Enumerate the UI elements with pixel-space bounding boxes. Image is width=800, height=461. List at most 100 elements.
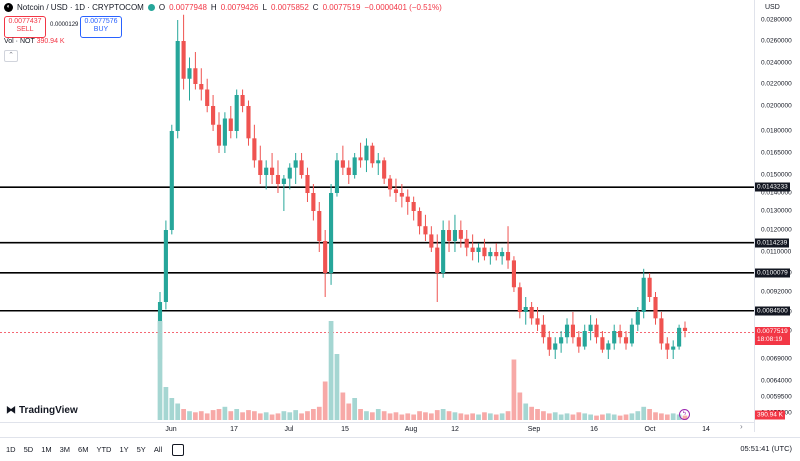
candle[interactable] [240, 95, 245, 106]
candle[interactable] [305, 175, 310, 193]
candle[interactable] [399, 193, 404, 197]
candle[interactable] [494, 252, 499, 257]
scroll-right-icon[interactable]: › [740, 422, 743, 431]
candle[interactable] [541, 324, 546, 338]
candle[interactable] [228, 118, 233, 132]
candle[interactable] [281, 178, 286, 184]
candle[interactable] [665, 343, 670, 350]
candle[interactable] [446, 230, 452, 241]
candle[interactable] [264, 167, 269, 175]
candle[interactable] [570, 324, 575, 338]
candle[interactable] [629, 324, 634, 344]
candlestick-chart[interactable] [0, 0, 754, 422]
candle[interactable] [169, 131, 174, 230]
candle[interactable] [653, 297, 658, 319]
candle[interactable] [187, 68, 192, 79]
candle[interactable] [270, 167, 275, 175]
candle[interactable] [299, 160, 304, 175]
candle[interactable] [323, 241, 328, 273]
collapse-legend-icon[interactable]: ⌃ [4, 50, 18, 62]
range-button-1y[interactable]: 1Y [119, 445, 129, 454]
candle[interactable] [682, 327, 688, 331]
candle[interactable] [411, 202, 416, 211]
candle[interactable] [488, 252, 493, 257]
candle[interactable] [317, 211, 322, 241]
candle[interactable] [511, 260, 516, 288]
candle[interactable] [429, 234, 434, 248]
candle[interactable] [618, 331, 623, 338]
candle[interactable] [246, 106, 251, 139]
candle[interactable] [553, 343, 558, 350]
candle[interactable] [382, 160, 387, 179]
candle[interactable] [547, 337, 552, 350]
range-button-6m[interactable]: 6M [78, 445, 89, 454]
range-button-5y[interactable]: 5Y [136, 445, 146, 454]
candle[interactable] [287, 167, 292, 179]
candle[interactable] [193, 68, 198, 84]
sell-button[interactable]: 0.0077437 SELL [4, 16, 46, 38]
candle[interactable] [500, 252, 505, 257]
candle[interactable] [464, 238, 469, 248]
candle[interactable] [641, 277, 646, 312]
candle[interactable] [470, 247, 475, 252]
candle[interactable] [329, 193, 334, 273]
candle[interactable] [417, 211, 422, 227]
candle[interactable] [199, 84, 204, 90]
candle[interactable] [393, 189, 399, 193]
candle[interactable] [588, 324, 593, 331]
candle[interactable] [216, 124, 222, 146]
calendar-icon[interactable] [172, 443, 185, 456]
candle[interactable] [275, 175, 281, 184]
candle[interactable] [482, 247, 487, 257]
volume-legend[interactable]: Vol · NOT 390.94 K [4, 38, 65, 45]
range-button-ytd[interactable]: YTD [96, 445, 112, 454]
candle[interactable] [606, 343, 611, 350]
candle[interactable] [405, 196, 410, 202]
candle[interactable] [387, 178, 393, 190]
candle[interactable] [476, 247, 481, 252]
candle[interactable] [370, 145, 375, 164]
candle[interactable] [222, 118, 227, 146]
time-axis[interactable] [0, 422, 754, 437]
candle[interactable] [435, 247, 440, 273]
candle[interactable] [505, 252, 511, 261]
candle[interactable] [311, 193, 316, 211]
candle[interactable] [163, 230, 168, 302]
candle[interactable] [205, 89, 210, 107]
candle[interactable] [671, 346, 676, 350]
candle[interactable] [211, 106, 216, 125]
candle[interactable] [376, 160, 381, 164]
symbol-title[interactable]: Notcoin / USD · 1D · CRYPTOCOM [17, 2, 144, 12]
candle[interactable] [659, 318, 664, 344]
candle[interactable] [517, 287, 522, 312]
candle[interactable] [647, 277, 652, 297]
candle[interactable] [576, 337, 581, 347]
candle[interactable] [358, 157, 363, 161]
candle[interactable] [458, 230, 463, 239]
candle[interactable] [293, 160, 298, 168]
candle[interactable] [529, 307, 534, 319]
price-axis[interactable] [754, 0, 800, 432]
candle[interactable] [523, 307, 528, 312]
candle[interactable] [559, 337, 564, 344]
candle[interactable] [346, 167, 351, 175]
candle[interactable] [364, 145, 369, 161]
candle[interactable] [340, 160, 345, 168]
range-button-5d[interactable]: 5D [23, 445, 34, 454]
lightning-icon[interactable]: ϟ [679, 409, 690, 420]
candle[interactable] [258, 160, 263, 175]
clock[interactable]: 05:51:41 (UTC) [740, 444, 792, 453]
range-button-1m[interactable]: 1M [41, 445, 52, 454]
candle[interactable] [635, 312, 640, 325]
candle[interactable] [564, 324, 570, 338]
candle[interactable] [677, 327, 682, 347]
candle[interactable] [535, 318, 540, 325]
candle[interactable] [334, 160, 340, 193]
candle[interactable] [423, 226, 428, 235]
range-button-all[interactable]: All [153, 445, 163, 454]
candle[interactable] [623, 337, 629, 344]
currency-label[interactable]: USD [765, 4, 780, 11]
buy-button[interactable]: 0.0077576 BUY [80, 16, 122, 38]
candle[interactable] [175, 41, 180, 131]
candle[interactable] [600, 337, 605, 350]
